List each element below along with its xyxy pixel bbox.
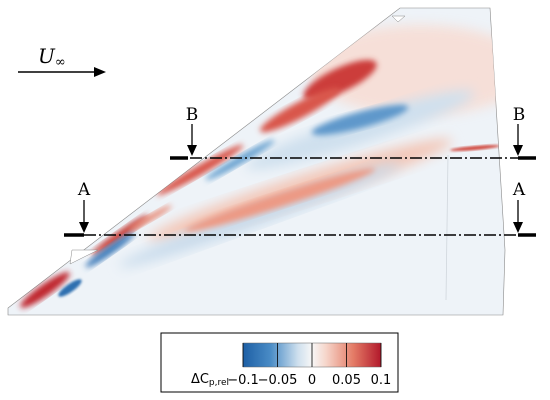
colorbar-tick-label: 0.1	[371, 373, 392, 388]
colorbar-tick-label: −0.1	[227, 373, 259, 388]
colorbar-legend: ΔCp,rel −0.1−0.05 0 0.05 0.1	[160, 332, 399, 393]
colorbar-quantity: ΔC	[191, 372, 209, 387]
leading-edge-notch	[69, 249, 99, 265]
svg-text:ΔCp,rel: ΔCp,rel	[191, 372, 229, 388]
freestream-arrow-head	[94, 67, 106, 77]
colorbar-tick-labels: −0.1−0.05 0 0.05 0.1	[227, 373, 391, 388]
trailing-edge-line	[445, 154, 449, 301]
section-b-left-label: B	[186, 105, 199, 125]
colorbar-tick-label: 0.05	[332, 373, 361, 388]
freestream-indicator: U∞	[18, 44, 106, 77]
section-a-left-label: A	[77, 180, 91, 200]
pressure-contour-field	[20, 25, 505, 308]
freestream-subscript: ∞	[55, 55, 66, 70]
section-b-left-arrow-head	[187, 145, 197, 156]
colorbar-tick-label: 0	[308, 373, 316, 388]
section-a-left-arrow-head	[79, 222, 89, 233]
section-a-right-label: A	[512, 180, 526, 200]
freestream-symbol: U	[38, 44, 56, 68]
section-a-right-arrow-head	[513, 222, 523, 233]
colorbar-ticks	[242, 343, 382, 367]
section-b-right-arrow-head	[513, 145, 523, 156]
section-b-right-label: B	[513, 105, 526, 125]
wing-planform	[7, 7, 506, 316]
wingtip-notch	[391, 15, 406, 23]
svg-text:U∞: U∞	[38, 44, 66, 70]
section-a: A A	[64, 180, 536, 237]
colorbar-tick-label: −0.05	[258, 373, 298, 388]
colorbar-quantity-subscript: p,rel	[209, 378, 229, 388]
section-b: B B	[170, 105, 536, 160]
